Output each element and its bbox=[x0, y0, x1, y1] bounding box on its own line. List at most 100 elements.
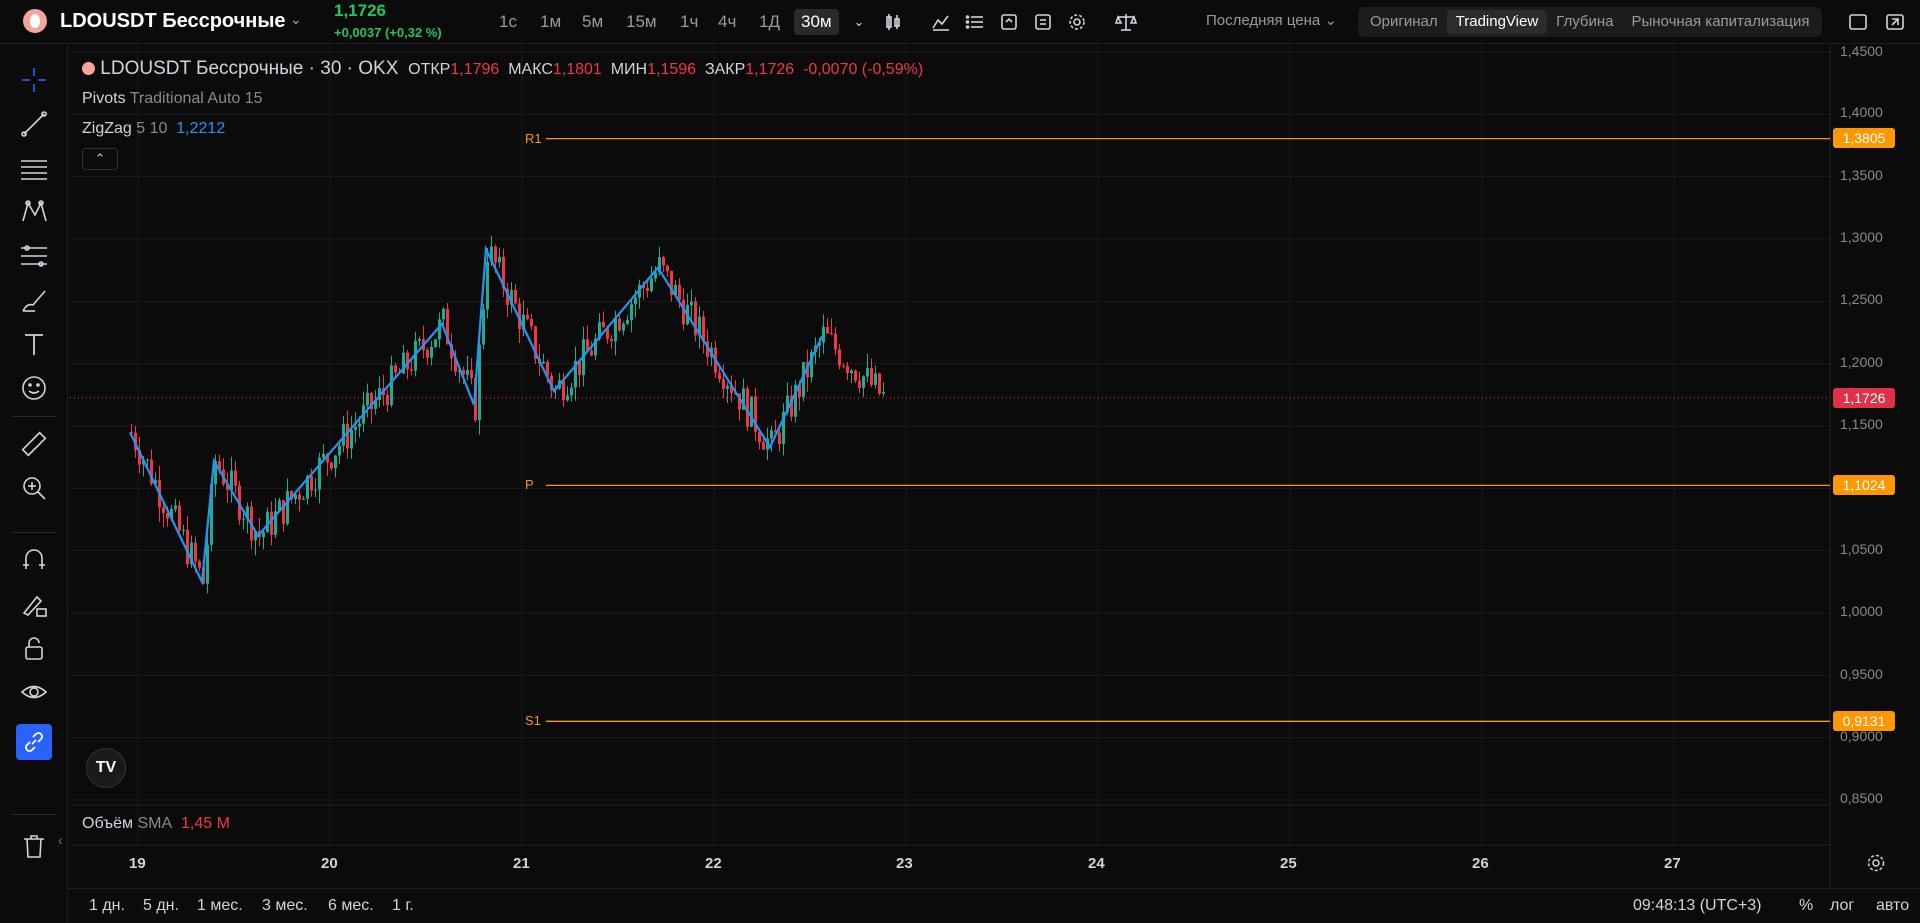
timeframe-1s[interactable]: 1с bbox=[499, 12, 517, 31]
pivot-r1-badge: 1,3805 bbox=[1833, 128, 1895, 148]
candle-body bbox=[762, 442, 765, 450]
chevron-down-icon[interactable]: ⌄ bbox=[290, 11, 302, 27]
legend-close: 1,1726 bbox=[745, 61, 795, 78]
candle-body bbox=[146, 459, 149, 461]
volume-legend[interactable]: Объём SMA 1,45 M bbox=[82, 815, 230, 832]
alert-icon[interactable] bbox=[1031, 10, 1055, 34]
magnet-icon[interactable] bbox=[16, 542, 52, 578]
x-tick: 21 bbox=[513, 855, 530, 872]
indicators-icon[interactable] bbox=[929, 10, 953, 34]
timeframe-5m[interactable]: 5м bbox=[582, 12, 604, 31]
candle-body bbox=[242, 519, 245, 521]
lock-drawing-icon[interactable] bbox=[16, 586, 52, 622]
brush-icon[interactable] bbox=[16, 282, 52, 318]
candle-body bbox=[358, 423, 361, 427]
pivots-legend[interactable]: Pivots Traditional Auto 15 bbox=[82, 90, 263, 107]
emoji-icon[interactable] bbox=[16, 370, 52, 406]
view-tradingview[interactable]: TradingView bbox=[1446, 10, 1548, 34]
fullscreen-icon[interactable] bbox=[1883, 10, 1907, 34]
tradingview-logo[interactable]: TV bbox=[86, 748, 126, 788]
unlock-icon[interactable] bbox=[16, 630, 52, 666]
candles-icon[interactable] bbox=[881, 10, 905, 34]
replay-icon[interactable] bbox=[997, 10, 1021, 34]
timeframe-1m[interactable]: 1м bbox=[540, 12, 562, 31]
timeframe-1d[interactable]: 1Д bbox=[759, 12, 780, 31]
timeframe-15m[interactable]: 15м bbox=[626, 12, 657, 31]
candle-body bbox=[430, 346, 433, 358]
candle-body bbox=[274, 511, 277, 535]
range-6m[interactable]: 6 мес. bbox=[328, 897, 374, 914]
clock[interactable]: 09:48:13 (UTC+3) bbox=[1633, 897, 1762, 914]
candle-body bbox=[342, 423, 345, 446]
scales-icon[interactable] bbox=[1114, 10, 1138, 34]
legend-title: LDOUSDT Бессрочные · 30 · OKX bbox=[100, 58, 399, 79]
candle-body bbox=[770, 430, 773, 439]
crosshair-icon[interactable] bbox=[16, 62, 52, 98]
candle-body bbox=[514, 290, 517, 304]
eye-icon[interactable] bbox=[16, 674, 52, 710]
current-price-badge: 1,1726 bbox=[1833, 388, 1895, 408]
range-5d[interactable]: 5 дн. bbox=[143, 897, 179, 914]
candles bbox=[130, 235, 885, 594]
pivot-p-label: P bbox=[525, 477, 534, 492]
price-chart[interactable] bbox=[0, 0, 1920, 888]
timeframe-30m[interactable]: 30м bbox=[794, 9, 839, 35]
candle-body bbox=[310, 475, 313, 491]
trend-line-icon[interactable] bbox=[16, 106, 52, 142]
timeframe-1h[interactable]: 1ч bbox=[680, 12, 699, 31]
y-tick: 1,0000 bbox=[1840, 603, 1883, 619]
top-bar: LDOUSDT Бессрочные ⌄ 1,1726 +0,0037 (+0,… bbox=[0, 0, 1920, 44]
chart-legend: LDOUSDT Бессрочные · 30 · OKX ОТКР1,1796… bbox=[82, 58, 923, 80]
candle-body bbox=[278, 500, 281, 512]
range-3m[interactable]: 3 мес. bbox=[262, 897, 308, 914]
range-1y[interactable]: 1 г. bbox=[392, 897, 414, 914]
auto-toggle[interactable]: авто bbox=[1876, 897, 1910, 914]
gear-icon[interactable] bbox=[1866, 853, 1886, 873]
candle-body bbox=[882, 391, 885, 394]
candle-body bbox=[834, 333, 837, 350]
link-icon[interactable] bbox=[16, 724, 52, 760]
chevron-down-icon[interactable]: ⌄ bbox=[853, 14, 865, 29]
candle-body bbox=[350, 429, 353, 449]
candle-body bbox=[446, 308, 449, 345]
percent-toggle[interactable]: % bbox=[1799, 897, 1814, 914]
legend-low: 1,1596 bbox=[647, 61, 697, 78]
pattern-icon[interactable] bbox=[16, 194, 52, 230]
candle-body bbox=[170, 508, 173, 519]
candle-body bbox=[630, 304, 633, 321]
text-icon[interactable] bbox=[16, 326, 52, 362]
range-1d[interactable]: 1 дн. bbox=[89, 897, 125, 914]
candle-body bbox=[218, 461, 221, 470]
log-toggle[interactable]: лог bbox=[1830, 897, 1855, 914]
collapse-toolbar-icon[interactable]: ‹ bbox=[58, 832, 63, 848]
zigzag-legend[interactable]: ZigZag 5 10 1,2212 bbox=[82, 120, 226, 137]
candle-body bbox=[794, 384, 797, 417]
y-tick: 1,0500 bbox=[1840, 541, 1883, 557]
candle-body bbox=[374, 400, 377, 409]
range-1m[interactable]: 1 мес. bbox=[197, 897, 243, 914]
candle-body bbox=[542, 361, 545, 364]
ruler-icon[interactable] bbox=[16, 426, 52, 462]
gear-icon[interactable] bbox=[1065, 10, 1089, 34]
candle-body bbox=[270, 511, 273, 535]
x-tick: 19 bbox=[129, 855, 146, 872]
timeframe-4h[interactable]: 4ч bbox=[718, 12, 737, 31]
fib-icon[interactable] bbox=[16, 238, 52, 274]
collapse-legend-button[interactable]: ⌃ bbox=[82, 148, 118, 170]
list-icon[interactable] bbox=[963, 10, 987, 34]
view-market-cap[interactable]: Рыночная капитализация bbox=[1631, 13, 1810, 30]
candle-body bbox=[570, 387, 573, 396]
zoom-in-icon[interactable] bbox=[16, 470, 52, 506]
window-icon[interactable] bbox=[1846, 10, 1870, 34]
horizontal-lines-icon[interactable] bbox=[16, 150, 52, 186]
view-original[interactable]: Оригинал bbox=[1370, 13, 1438, 30]
symbol-selector[interactable]: LDOUSDT Бессрочные bbox=[60, 10, 286, 32]
legend-open: 1,1796 bbox=[450, 61, 500, 78]
y-tick: 1,2000 bbox=[1840, 354, 1883, 370]
view-depth[interactable]: Глубина bbox=[1556, 13, 1614, 30]
candle-body bbox=[330, 462, 333, 469]
trash-icon[interactable] bbox=[16, 828, 52, 864]
candle-body bbox=[338, 445, 341, 456]
price-type-selector[interactable]: Последняя цена ⌄ bbox=[1206, 12, 1337, 29]
candle-body bbox=[418, 339, 421, 341]
